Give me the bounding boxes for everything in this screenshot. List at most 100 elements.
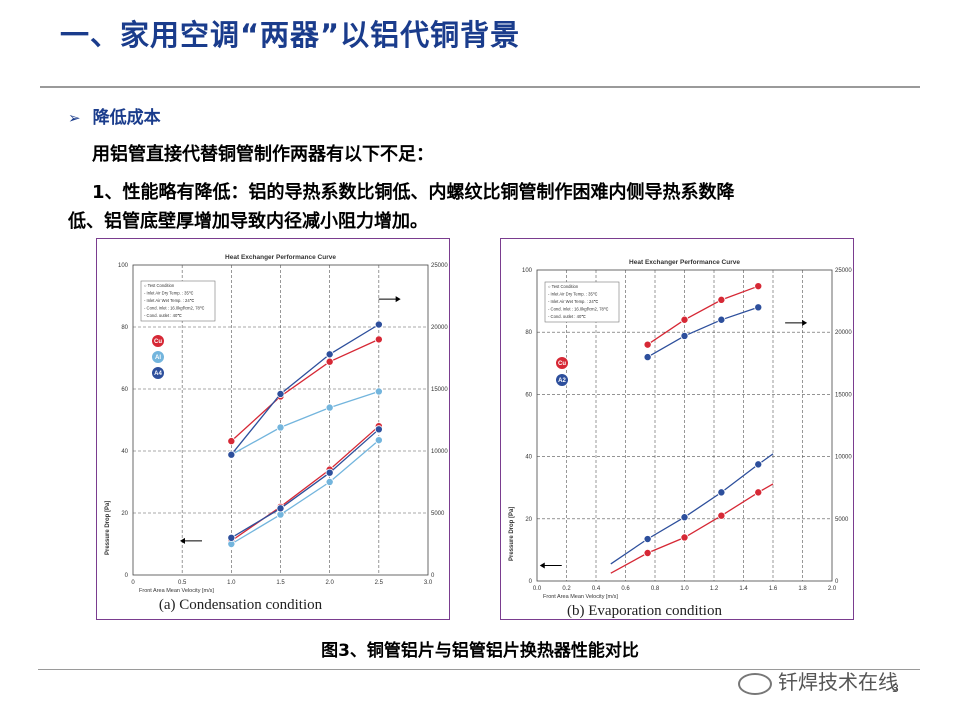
y2-tick-label: 10000 <box>835 455 852 461</box>
legend-label-a4: A4 <box>154 371 162 377</box>
axis-arrow-right-head <box>395 296 401 303</box>
x-tick-label: 0 <box>131 580 135 586</box>
x-tick-label: 0.2 <box>562 586 571 592</box>
x-tick-label: 0.6 <box>621 586 630 592</box>
y-tick-label: 40 <box>121 449 128 455</box>
y-tick-label: 100 <box>522 268 533 274</box>
capacity-line-cu <box>647 285 759 346</box>
test-condition-text: - Cond. outlet : 40℃ <box>144 313 182 318</box>
pressure-point-cu <box>717 511 726 520</box>
legend-marker-cu <box>151 334 165 348</box>
capacity-point-a4 <box>374 320 383 329</box>
y-axis-label: Pressure Drop [Pa] <box>105 501 111 555</box>
capacity-point-a4 <box>325 350 334 359</box>
y2-tick-label: 0 <box>431 573 435 579</box>
chart-evaporation: 0.0 0.2 0.4 0.6 0.8 1.0 1.2 1.4 1.6 1.8 2.00204060… <box>509 259 852 619</box>
y-tick-label: 80 <box>121 325 128 331</box>
chart-subtitle: (a) Condensation condition <box>159 597 323 613</box>
x-tick-label: 1.5 <box>276 580 285 586</box>
x-tick-label: 0.0 <box>533 586 542 592</box>
pressure-line-a4 <box>230 428 380 539</box>
test-condition-text: ○ Test Condition <box>548 284 579 289</box>
legend-marker-al <box>151 350 165 364</box>
bullet-heading: ➢ 降低成本 <box>68 103 161 128</box>
test-condition-text: - Cond. inlet : 16.0kgf/cm2, 78℃ <box>548 307 609 312</box>
pressure-point-a4 <box>374 425 383 434</box>
watermark-text: 钎焊技术在线 <box>778 670 898 694</box>
y2-tick-label: 5000 <box>835 517 849 523</box>
pressure-point-cu <box>643 549 652 558</box>
capacity-point-cu <box>643 340 652 349</box>
axis-arrow-right-head <box>802 319 808 326</box>
capacity-point-a4 <box>227 450 236 459</box>
y2-tick-label: 15000 <box>431 387 448 393</box>
figure-caption: 图3、铜管铝片与铝管铝片换热器性能对比 <box>321 641 639 661</box>
x-tick-label: 1.4 <box>739 586 748 592</box>
capacity-point-cu <box>325 357 334 366</box>
y2-tick-label: 20000 <box>835 330 852 336</box>
capacity-line-a2 <box>647 306 759 358</box>
pressure-point-al <box>325 477 334 486</box>
x-tick-label: 1.2 <box>710 586 719 592</box>
test-condition-text: - Cond. outlet : 40℃ <box>548 314 586 319</box>
y2-tick-label: 20000 <box>431 325 448 331</box>
y-tick-label: 60 <box>121 387 128 393</box>
bullet-arrow-icon: ➢ <box>68 109 81 127</box>
legend-label-al: Al <box>155 355 161 361</box>
x-tick-label: 3.0 <box>424 580 433 586</box>
y-tick-label: 80 <box>525 330 532 336</box>
capacity-line-al <box>230 390 380 456</box>
y-tick-label: 20 <box>121 511 128 517</box>
legend-marker-cu <box>555 356 569 370</box>
legend-label-cu: Cu <box>154 339 162 345</box>
capacity-point-a4 <box>276 389 285 398</box>
capacity-point-cu <box>754 282 763 291</box>
test-condition-text: - Cond. inlet : 16.0kgf/cm2, 78℃ <box>144 306 205 311</box>
x-tick-label: 2.0 <box>325 580 334 586</box>
test-condition-text: - Inlet Air Dry Temp. : 35℃ <box>144 291 194 296</box>
capacity-point-a2 <box>643 353 652 362</box>
capacity-point-a2 <box>717 315 726 324</box>
capacity-point-cu <box>374 335 383 344</box>
x-tick-label: 1.8 <box>798 586 807 592</box>
x-tick-label: 0.5 <box>178 580 187 586</box>
legend-marker-a2 <box>555 373 569 387</box>
pressure-point-a2 <box>754 460 763 469</box>
pressure-point-a2 <box>717 488 726 497</box>
axis-arrow-left-head <box>539 562 545 569</box>
x-axis-label: Front Area Mean Velocity [m/s] <box>543 594 618 600</box>
body-line-1: 用铝管直接代替铜管制作两器有以下不足： <box>92 144 434 165</box>
pressure-point-cu <box>754 488 763 497</box>
bullet-text: 降低成本 <box>92 108 161 128</box>
title-divider <box>40 86 920 88</box>
capacity-point-a2 <box>680 331 689 340</box>
test-condition-text: ○ Test Condition <box>144 283 175 288</box>
x-tick-label: 0.4 <box>592 586 601 592</box>
y-tick-label: 0 <box>125 573 129 579</box>
capacity-point-cu <box>680 315 689 324</box>
x-tick-label: 2.0 <box>828 586 837 592</box>
test-condition-text: - Inlet Air Dry Temp. : 35℃ <box>548 292 598 297</box>
capacity-line-cu <box>230 338 380 442</box>
pressure-line-al <box>230 439 380 545</box>
slide-title: 一、家用空调“两器”以铝代铜背景 <box>60 18 521 52</box>
footer-divider <box>38 669 920 670</box>
x-tick-label: 1.0 <box>680 586 689 592</box>
chart-title: Heat Exchanger Performance Curve <box>629 259 740 266</box>
pressure-line-cu <box>610 483 774 574</box>
pressure-point-al <box>374 436 383 445</box>
y-tick-label: 60 <box>525 392 532 398</box>
y2-tick-label: 15000 <box>835 392 852 398</box>
body-line-2: 1、性能略有降低：铝的导热系数比铜低、内螺纹比铜管制作困难内侧导热系数降 <box>92 182 735 203</box>
x-axis-label: Front Area Mean Velocity [m/s] <box>139 588 214 594</box>
page-number: 3 <box>892 682 899 695</box>
chart-panel-condensation: 0 0.5 1.0 1.5 2.0 2.5 3.0 0 20 40 60 80 100 0 5000 1000… <box>96 238 450 620</box>
pressure-point-a2 <box>680 513 689 522</box>
chart-panel-evaporation: 0.0 0.2 0.4 0.6 0.8 1.0 1.2 1.4 1.6 1.8 2.0 0 20 40 60… <box>500 238 854 620</box>
x-tick-label: 2.5 <box>375 580 384 586</box>
capacity-point-al <box>325 403 334 412</box>
wechat-icon <box>738 672 772 695</box>
test-condition-box <box>544 281 620 323</box>
legend-label-cu: Cu <box>558 361 566 367</box>
chart-subtitle: (b) Evaporation condition <box>567 603 722 619</box>
